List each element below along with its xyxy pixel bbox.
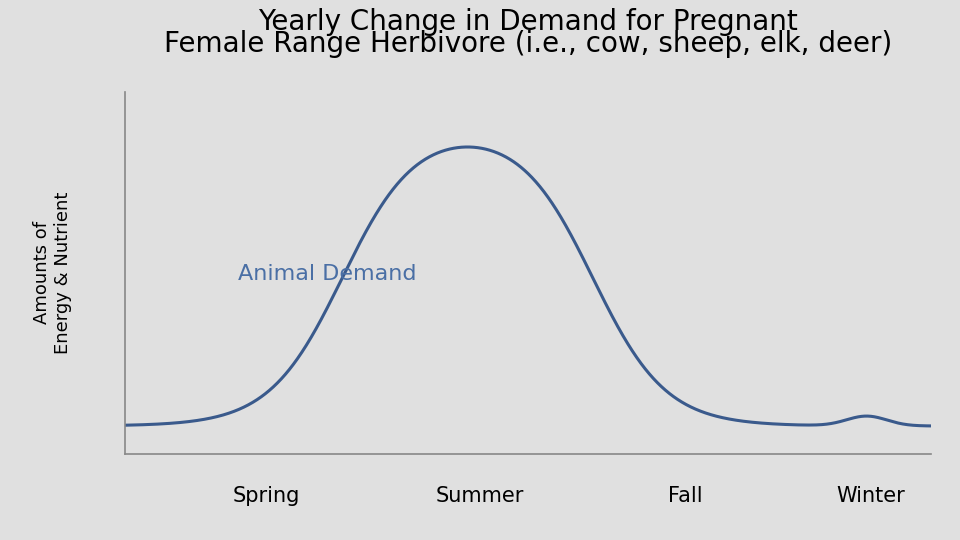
Text: Animal Demand: Animal Demand xyxy=(238,264,417,284)
Text: Amounts of
Energy & Nutrient: Amounts of Energy & Nutrient xyxy=(33,192,72,354)
Text: Winter: Winter xyxy=(836,486,905,506)
Text: Female Range Herbivore (i.e., cow, sheep, elk, deer): Female Range Herbivore (i.e., cow, sheep… xyxy=(164,30,892,58)
Text: Yearly Change in Demand for Pregnant: Yearly Change in Demand for Pregnant xyxy=(258,8,798,36)
Text: Fall: Fall xyxy=(668,486,703,506)
Text: Summer: Summer xyxy=(436,486,524,506)
Text: Spring: Spring xyxy=(232,486,300,506)
